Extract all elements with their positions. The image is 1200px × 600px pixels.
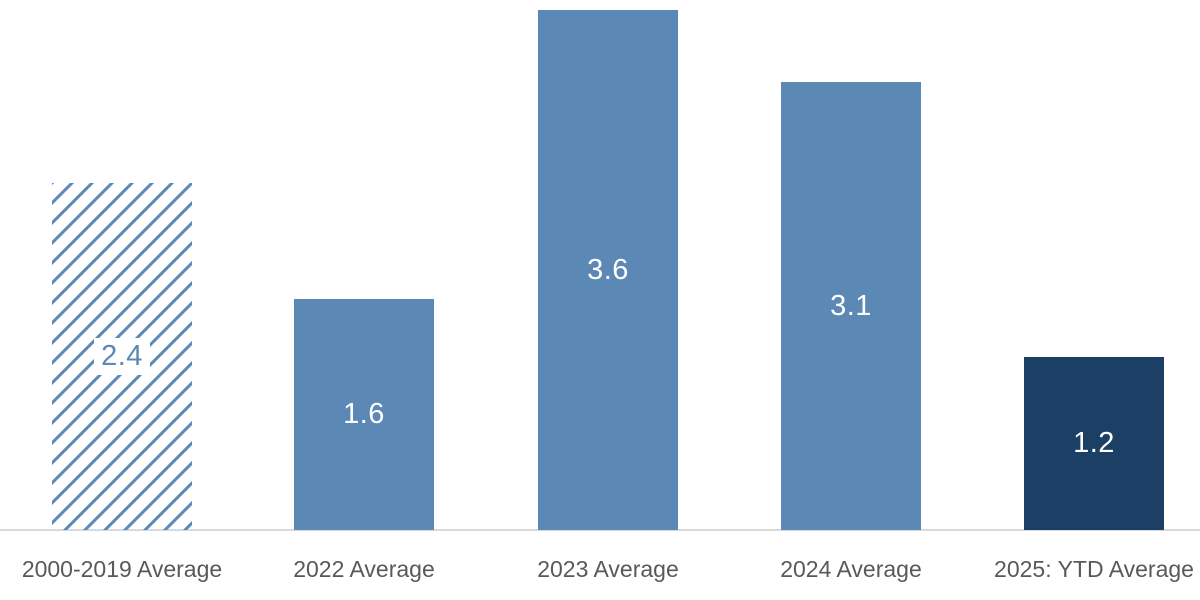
bar-2025-ytd-average: 1.2 [1024, 357, 1164, 530]
category-label-2025-ytd-average: 2025: YTD Average [994, 556, 1194, 582]
bar-value-label: 3.6 [587, 253, 629, 286]
category-label-2023-average: 2023 Average [537, 556, 679, 582]
bar-2000-2019-average: 2.4 [52, 183, 192, 530]
bar-value-label: 1.6 [343, 398, 385, 430]
bar-value-label: 2.4 [94, 338, 150, 375]
category-label-2022-average: 2022 Average [293, 556, 435, 582]
bar-2022-average: 1.6 [294, 299, 434, 530]
bar-value-label: 1.2 [1073, 427, 1115, 459]
category-label-2000-2019-average: 2000-2019 Average [21, 556, 223, 582]
bar-value-label: 3.1 [830, 289, 872, 322]
category-label-2024-average: 2024 Average [780, 556, 922, 582]
bar-2023-average: 3.6 [538, 10, 678, 530]
bar-2024-average: 3.1 [781, 82, 921, 530]
x-axis-line [0, 529, 1200, 531]
